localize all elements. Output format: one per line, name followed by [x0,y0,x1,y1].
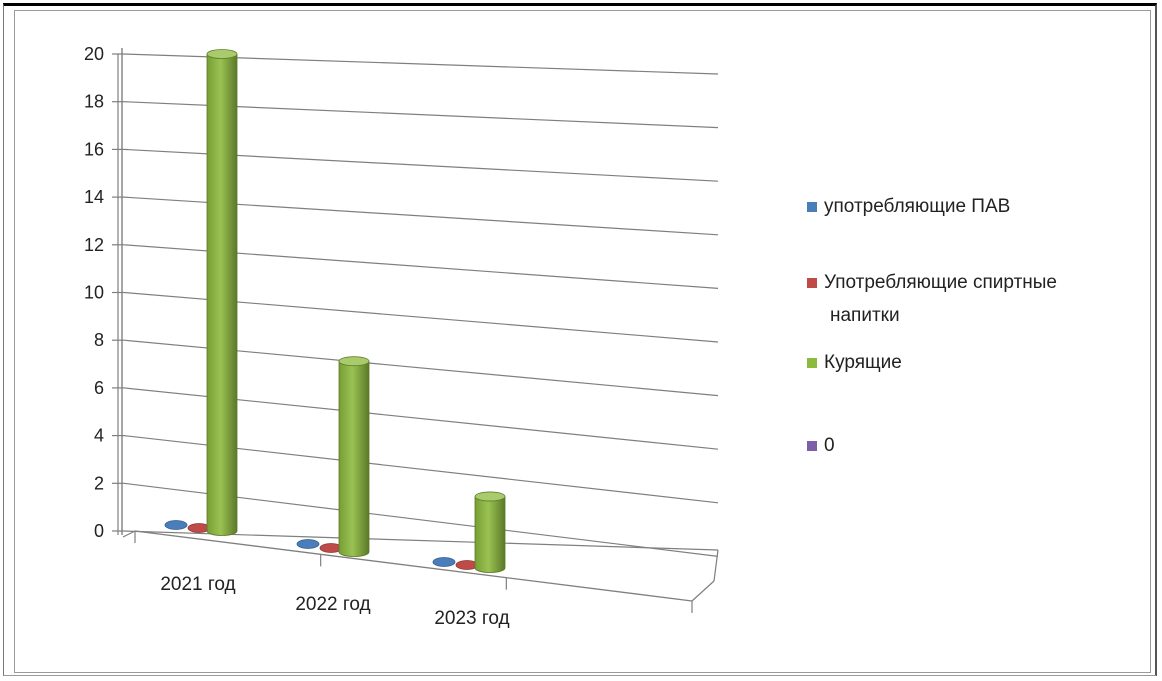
legend-label: 0 [824,435,835,456]
chart-frame [3,3,1157,676]
bar-cap-zero [164,520,188,530]
chart-area [14,10,1151,673]
bar-cap-zero [432,557,456,567]
y-tick-label: 0 [94,521,104,541]
legend-label: Курящие [824,352,902,373]
y-tick-label: 16 [84,139,104,159]
y-tick-label: 6 [94,378,104,398]
y-tick-labels: 0 2 4 6 8 10 12 14 16 18 20 [84,44,104,541]
chart-axes [112,48,719,613]
bar-body [474,496,506,573]
chart-legend: употребляющие ПАВ Употребляющие спиртные н… [807,196,1057,456]
legend-swatch [807,278,817,288]
y-tick-label: 18 [84,92,104,112]
floor-corner [122,530,136,538]
y-tick-label: 2 [94,473,104,493]
legend-swatch [807,358,817,368]
chart-bars [164,49,506,573]
legend-label: Употребляющие спиртные [824,272,1057,293]
legend-swatch [807,202,817,212]
legend-label: употребляющие ПАВ [824,196,1010,217]
floor-corner [691,580,715,602]
floor-back-edge [713,549,719,582]
legend-label-cont: напитки [830,305,900,326]
x-tick-labels: 2021 год 2022 год 2023 год [160,574,509,629]
bar-body [206,53,238,536]
bar-body [338,361,370,557]
legend-swatch [807,441,817,451]
y-tick-label: 20 [84,44,104,64]
bar-cap-zero [296,539,320,549]
bar-top [206,49,238,59]
y-tick-label: 8 [94,330,104,350]
y-tick-label: 4 [94,426,104,446]
x-tick-label: 2022 год [295,594,370,615]
x-axis-line [134,530,693,602]
y-tick-label: 14 [84,187,104,207]
bar-top [338,356,370,367]
bar-top [474,491,506,502]
x-tick-label: 2023 год [434,608,509,629]
x-tick-label: 2021 год [160,574,235,595]
y-tick-label: 12 [84,235,104,255]
y-tick-label: 10 [84,283,104,303]
